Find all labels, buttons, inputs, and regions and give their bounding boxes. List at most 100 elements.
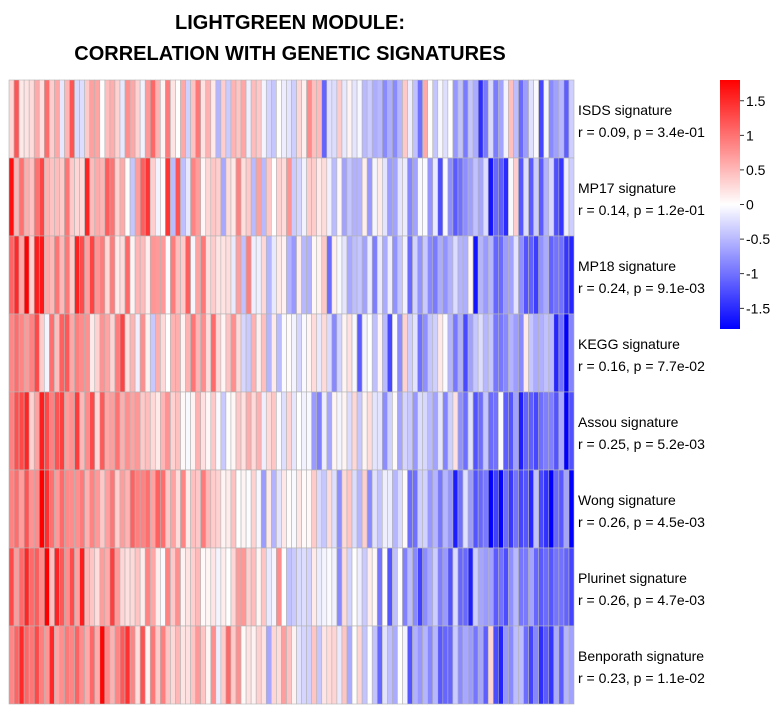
heatmap-cell (457, 235, 464, 315)
heatmap-cell (54, 625, 60, 705)
heatmap-cell (538, 235, 545, 315)
heatmap-cell (59, 157, 65, 237)
heatmap-cell (185, 157, 191, 237)
heatmap-cell (104, 235, 111, 315)
heatmap-cell (432, 391, 439, 471)
heatmap-cell (528, 235, 534, 315)
heatmap-cell (447, 313, 454, 393)
heatmap-cell (114, 547, 121, 627)
heatmap-cell (271, 547, 277, 627)
heatmap-cell (154, 547, 161, 627)
row-labels: ISDS signature r = 0.09, p = 3.4e-01 MP17 … (578, 102, 705, 686)
heatmap-cell (69, 391, 75, 471)
heatmap-cell (260, 391, 267, 471)
heatmap-cell (407, 625, 413, 705)
heatmap-cell (366, 79, 373, 159)
heatmap-cell (417, 391, 423, 471)
heatmap-cell (291, 469, 297, 549)
heatmap-cell (276, 235, 282, 315)
heatmap-cell (200, 469, 207, 549)
heatmap-cell (306, 625, 312, 705)
heatmap-cell (220, 469, 227, 549)
heatmap-cell (38, 235, 45, 315)
heatmap-cell (18, 547, 25, 627)
heatmap-cell (351, 313, 358, 393)
heatmap-cell (402, 391, 408, 471)
heatmap-cell (301, 391, 307, 471)
heatmap-cell (482, 469, 489, 549)
heatmap-cell (230, 157, 237, 237)
heatmap-cell (13, 313, 20, 393)
heatmap-cell (422, 79, 429, 159)
heatmap-cell (457, 547, 464, 627)
heatmap-cell (160, 547, 166, 627)
heatmap-cell (563, 625, 570, 705)
heatmap-cell (154, 235, 161, 315)
heatmap-cell (49, 79, 55, 159)
row-label-stat: r = 0.09, p = 3.4e-01 (578, 124, 705, 140)
heatmap-cell (286, 625, 292, 705)
legend-ticks: 1.5 1 0.5 0 -0.5 -1 -1.5 (740, 93, 770, 316)
heatmap-cell (482, 625, 489, 705)
heatmap-cell (215, 391, 222, 471)
heatmap-cell (114, 625, 121, 705)
heatmap-cell (316, 391, 323, 471)
heatmap-cell (361, 157, 368, 237)
heatmap-cell (54, 79, 60, 159)
heatmap-cell (33, 313, 40, 393)
heatmap-cell (271, 391, 277, 471)
heatmap-cell (392, 625, 398, 705)
heatmap-cell (381, 625, 388, 705)
heatmap-cell (452, 79, 459, 159)
heatmap-cell (296, 391, 302, 471)
heatmap-cell (326, 547, 333, 627)
heatmap-cell (472, 235, 479, 315)
heatmap-cell (250, 313, 257, 393)
heatmap-cell (175, 313, 181, 393)
heatmap-cell (558, 469, 565, 549)
heatmap-cell (205, 79, 212, 159)
heatmap-cell (548, 157, 555, 237)
heatmap-cell (296, 157, 302, 237)
heatmap-cell (49, 313, 55, 393)
heatmap-cell (119, 313, 126, 393)
heatmap-cell (412, 469, 418, 549)
heatmap-cell (190, 391, 196, 471)
heatmap-cell (447, 157, 454, 237)
heatmap-cell (311, 391, 318, 471)
heatmap-cell (235, 235, 242, 315)
heatmap-cell (341, 625, 348, 705)
heatmap-cell (129, 469, 136, 549)
heatmap-cell (54, 313, 60, 393)
heatmap-cell (351, 235, 358, 315)
heatmap-cell (402, 313, 408, 393)
heatmap-cell (64, 547, 70, 627)
heatmap-cell (190, 469, 196, 549)
heatmap-cell (154, 157, 161, 237)
heatmap-cell (381, 235, 388, 315)
heatmap-cell (568, 313, 575, 393)
heatmap-cell (518, 547, 524, 627)
legend-tick-label: 1 (746, 127, 754, 143)
heatmap-cell (417, 157, 423, 237)
heatmap-cell (215, 235, 222, 315)
heatmap-cell (33, 547, 40, 627)
heatmap-cell (447, 79, 454, 159)
heatmap-cell (250, 469, 257, 549)
heatmap-cell (170, 313, 176, 393)
heatmap-cell (180, 235, 186, 315)
heatmap-cell (392, 469, 398, 549)
heatmap-cell (54, 391, 60, 471)
heatmap-cell (104, 79, 111, 159)
heatmap-cell (144, 625, 151, 705)
heatmap-cell (301, 547, 307, 627)
heatmap-cell (28, 469, 35, 549)
heatmap-cell (558, 625, 565, 705)
heatmap-cell (331, 391, 338, 471)
heatmap-cell (296, 313, 302, 393)
heatmap-cell (54, 157, 60, 237)
heatmap-cell (69, 547, 75, 627)
heatmap-cell (306, 235, 312, 315)
heatmap-cell (49, 547, 55, 627)
heatmap-cell (563, 313, 570, 393)
